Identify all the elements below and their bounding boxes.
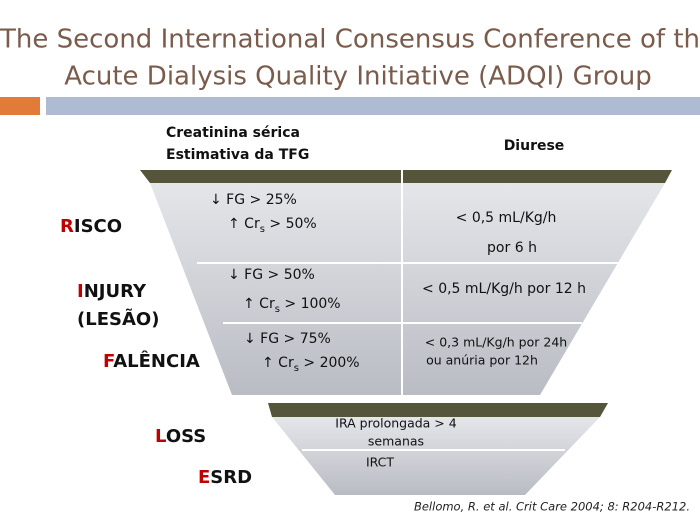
title-line: The Second International Consensus Confe…: [0, 25, 700, 55]
stage: RISCO: [60, 216, 122, 237]
criterion: ↑ Crs > 50%: [228, 216, 317, 235]
outcome: IRCT: [366, 455, 394, 470]
header: Estimativa da TFG: [166, 147, 309, 163]
criterion: ↑ Crs > 100%: [243, 296, 341, 315]
criterion: ↓ FG > 25%: [210, 192, 297, 208]
accent-bar: [0, 97, 40, 115]
header: Diurese: [504, 138, 565, 154]
criterion: ↓ FG > 50%: [228, 267, 315, 283]
outcome: IRA prolongada > 4: [335, 416, 456, 431]
stage: FALÊNCIA: [103, 350, 200, 372]
stage: LOSS: [155, 426, 206, 447]
outcome: semanas: [368, 434, 424, 449]
funnel: [272, 417, 600, 495]
funnel-top: [140, 170, 672, 183]
title-line: Acute Dialysis Quality Initiative (ADQI)…: [64, 62, 652, 92]
stage: INJURY: [77, 281, 147, 302]
header: Creatinina sérica: [166, 125, 300, 141]
criterion: ↓ FG > 75%: [244, 331, 331, 347]
urine: por 6 h: [487, 240, 537, 256]
stage: ESRD: [198, 467, 252, 488]
urine: < 0,5 mL/Kg/h por 12 h: [422, 281, 586, 297]
urine: < 0,5 mL/Kg/h: [456, 210, 557, 226]
urine: < 0,3 mL/Kg/h por 24h: [425, 335, 567, 350]
criterion: ↑ Crs > 200%: [262, 355, 360, 374]
stage: (LESÃO): [77, 307, 159, 330]
urine: ou anúria por 12h: [426, 353, 538, 368]
accent-bar: [46, 97, 700, 115]
funnel-top: [268, 403, 608, 417]
funnel: [150, 183, 665, 395]
reference: Bellomo, R. et al. Crit Care 2004; 8: R2…: [414, 500, 690, 514]
